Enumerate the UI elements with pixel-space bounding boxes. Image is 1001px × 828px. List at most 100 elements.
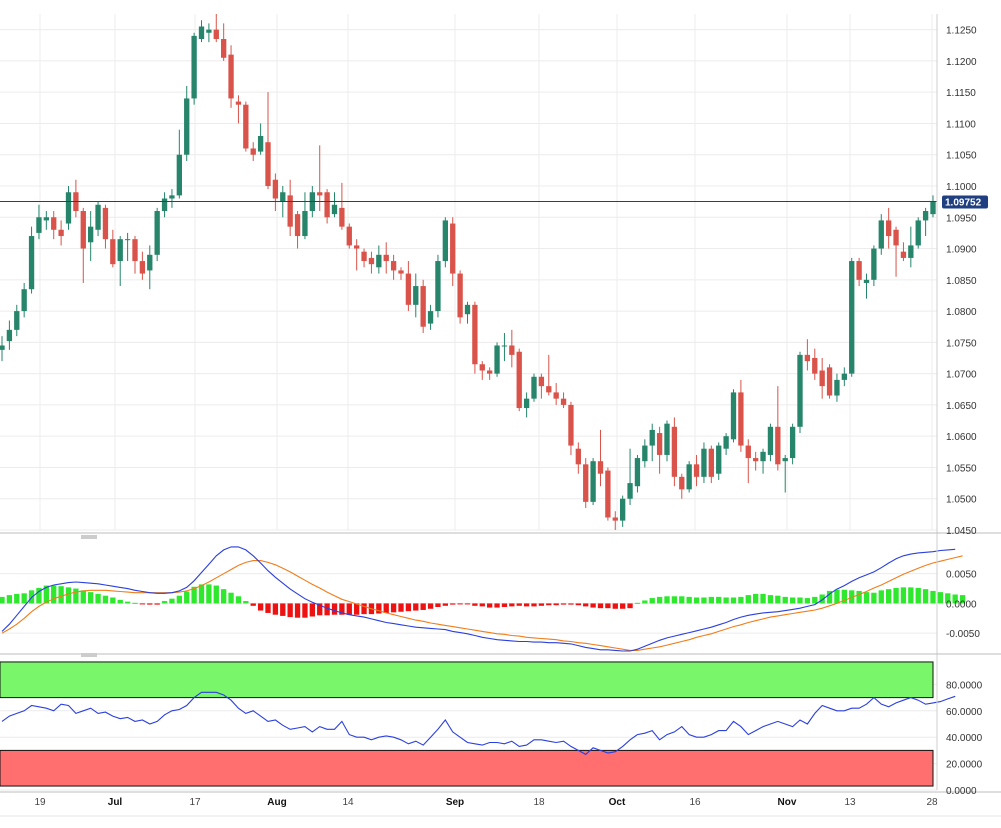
candle xyxy=(21,282,27,318)
macd-histogram-bar xyxy=(73,588,79,604)
candle xyxy=(679,473,685,499)
macd-histogram-bar xyxy=(560,603,567,605)
candle xyxy=(915,217,921,249)
price-tick-label: 1.0900 xyxy=(946,245,977,256)
candle-body xyxy=(568,404,574,446)
price-tick-label: 1.0650 xyxy=(946,401,977,412)
macd-histogram-bar xyxy=(361,603,367,615)
macd-histogram-bar xyxy=(413,603,419,611)
candle-body xyxy=(826,367,833,396)
macd-histogram-bar xyxy=(95,593,101,604)
candle-body xyxy=(553,392,559,399)
candle-body xyxy=(139,261,146,274)
macd-histogram-bar xyxy=(221,589,227,604)
macd-histogram-bar xyxy=(206,584,212,604)
candle-body xyxy=(235,101,242,105)
macd-histogram-bar xyxy=(110,597,116,604)
macd-histogram-bar xyxy=(701,597,707,604)
candle xyxy=(605,467,611,521)
candle-body xyxy=(849,261,855,374)
macd-histogram-bar xyxy=(0,596,5,604)
macd-histogram-bar xyxy=(664,596,670,604)
macd-histogram-bar xyxy=(575,603,581,606)
candle-body xyxy=(804,354,811,362)
candle xyxy=(908,226,914,268)
candle xyxy=(686,461,692,493)
candle xyxy=(819,358,825,399)
candle-body xyxy=(6,329,13,342)
candle-body xyxy=(664,423,670,455)
candle-body xyxy=(812,358,818,374)
macd-tick-label: 0.0050 xyxy=(946,570,977,581)
price-tick-label: 1.0950 xyxy=(946,213,977,224)
candle-body xyxy=(775,426,781,465)
macd-histogram-bar xyxy=(154,603,160,605)
rsi-line xyxy=(1,691,956,756)
candle-body xyxy=(361,251,367,262)
candle xyxy=(590,458,596,505)
candle-body xyxy=(760,451,766,462)
macd-histogram-bar xyxy=(383,603,389,613)
macd-histogram-bar xyxy=(856,590,862,604)
candle xyxy=(317,145,323,212)
candle xyxy=(701,442,707,484)
candle-body xyxy=(634,458,641,487)
candle-body xyxy=(154,211,160,255)
candle xyxy=(782,454,788,493)
axis-labels: 1.1250 1.1200 1.1150 1.1100 1.1050 1.1000 1.09… xyxy=(34,26,988,808)
candle xyxy=(117,236,123,287)
macd-histogram-bar xyxy=(627,603,633,609)
macd-histogram-bar xyxy=(376,603,382,614)
candle xyxy=(272,173,279,212)
candle-body xyxy=(442,220,448,262)
macd-histogram-bar xyxy=(656,596,663,604)
candle-body xyxy=(730,392,737,440)
candle xyxy=(871,245,877,287)
candle-body xyxy=(627,483,633,499)
candle-body xyxy=(886,220,892,237)
macd-histogram-bar xyxy=(479,603,485,607)
candle-body xyxy=(390,261,397,271)
candle-body xyxy=(88,226,94,243)
macd-histogram-bar xyxy=(649,598,655,604)
time-axis-label: 17 xyxy=(189,797,201,808)
candle xyxy=(43,211,49,230)
macd-histogram-bar xyxy=(642,600,648,604)
candle-body xyxy=(834,379,840,396)
candle xyxy=(494,342,500,377)
time-axis-label: 18 xyxy=(533,797,545,808)
macd-histogram-bar xyxy=(812,596,818,604)
candle-body xyxy=(738,392,744,446)
macd-histogram-bar xyxy=(605,603,611,609)
rsi-tick-label: 80.0000 xyxy=(946,680,983,691)
candle-body xyxy=(169,195,175,199)
candle-body xyxy=(80,211,86,249)
macd-histogram-bar xyxy=(900,587,907,604)
price-tick-label: 1.0600 xyxy=(946,432,977,443)
macd-histogram-bar xyxy=(612,603,618,609)
macd-histogram-bar xyxy=(915,587,921,604)
candle-body xyxy=(124,239,131,241)
macd-histogram-bar xyxy=(708,596,714,604)
grid-lines xyxy=(0,14,937,791)
macd-histogram-bar xyxy=(14,593,20,604)
macd-histogram-bar xyxy=(863,592,870,604)
candle xyxy=(716,442,722,480)
candle xyxy=(656,426,663,474)
candle-body xyxy=(65,192,72,224)
candle xyxy=(376,245,382,274)
candle xyxy=(206,23,212,43)
macd-histogram-bar xyxy=(213,585,219,604)
candle xyxy=(169,189,175,208)
candle-body xyxy=(413,286,419,305)
candle-body xyxy=(472,304,478,365)
pane-resize-handles[interactable] xyxy=(81,535,97,657)
candle-body xyxy=(339,207,345,227)
macd-histogram-bar xyxy=(354,603,360,615)
macd-histogram-bar xyxy=(679,596,685,604)
candle-body xyxy=(450,223,456,274)
candle-body xyxy=(176,154,182,196)
macd-histogram-bar xyxy=(287,603,293,618)
